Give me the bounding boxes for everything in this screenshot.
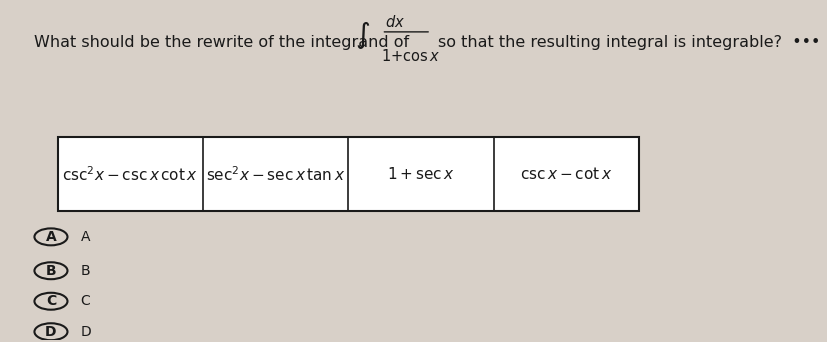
Text: D: D [45,325,56,339]
Text: $\int$: $\int$ [355,19,370,51]
Text: C: C [80,294,90,308]
Text: What should be the rewrite of the integrand of: What should be the rewrite of the integr… [35,35,409,50]
Text: C: C [45,294,56,308]
Text: $1{+}\cos x$: $1{+}\cos x$ [381,48,440,64]
Text: B: B [45,264,56,278]
Circle shape [35,228,68,245]
Text: B: B [80,264,90,278]
Text: A: A [80,230,90,244]
FancyBboxPatch shape [58,137,638,211]
Text: $\mathrm{csc}^2x - \mathrm{csc}\,x\,\mathrm{cot}\,x$: $\mathrm{csc}^2x - \mathrm{csc}\,x\,\mat… [62,165,198,184]
Text: $\mathrm{csc}\,x - \mathrm{cot}\,x$: $\mathrm{csc}\,x - \mathrm{cot}\,x$ [520,166,612,182]
Text: D: D [80,325,91,339]
Circle shape [35,293,68,310]
Text: $dx$: $dx$ [385,14,404,30]
Text: so that the resulting integral is integrable?  •••: so that the resulting integral is integr… [437,35,819,50]
Circle shape [35,323,68,340]
Text: $1 + \mathrm{sec}\,x$: $1 + \mathrm{sec}\,x$ [387,166,455,182]
Text: A: A [45,230,56,244]
Circle shape [35,262,68,279]
Text: $\mathrm{sec}^2x - \mathrm{sec}\,x\,\mathrm{tan}\,x$: $\mathrm{sec}^2x - \mathrm{sec}\,x\,\mat… [206,165,345,184]
